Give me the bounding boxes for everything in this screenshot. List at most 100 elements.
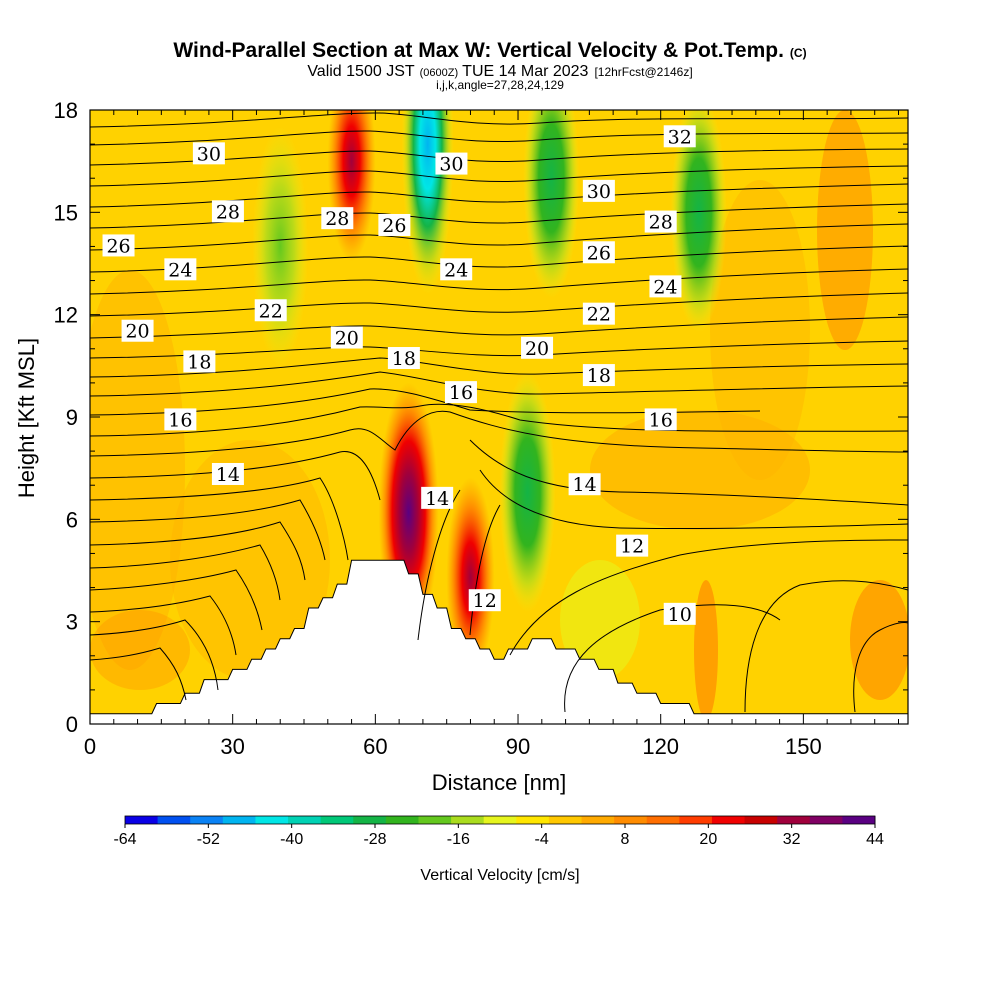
- colorbar-swatch: [385, 816, 419, 824]
- x-tick-label: 120: [642, 734, 679, 759]
- updraft-core: [446, 477, 495, 678]
- colorbar-tick-label: -40: [280, 831, 303, 848]
- isentrope-line: [90, 112, 908, 128]
- isentrope-label-box: [663, 602, 696, 625]
- isentrope-label: 20: [521, 336, 554, 360]
- isentrope-label-text: 18: [392, 348, 416, 370]
- axes: 0 30 60 90 120 150 0 3 6 9 12 15 18: [54, 98, 908, 759]
- isentrope-label-box: [321, 207, 354, 230]
- x-tick-label: 60: [363, 734, 387, 759]
- isentrope-label: 26: [102, 234, 135, 257]
- isentrope-label-text: 12: [620, 536, 644, 558]
- isentrope-line: [479, 469, 908, 530]
- isentrope-label-text: 24: [653, 276, 677, 298]
- isentrope-label-box: [649, 275, 682, 298]
- isentrope-label-box: [582, 241, 615, 264]
- colorbar-swatch: [777, 816, 811, 824]
- y-tick-label: 15: [54, 200, 78, 225]
- isentrope-label-box: [254, 299, 287, 322]
- isentrope-line: [90, 595, 237, 656]
- isentrope-label-text: 20: [525, 338, 549, 360]
- isentrope-label-text: 28: [216, 201, 240, 223]
- colorbar: -64 -52 -40 -28 -16 -4 8 20 32 44: [113, 815, 884, 848]
- isentrope-label-box: [387, 347, 420, 370]
- isentrope-label: 24: [164, 258, 197, 281]
- isentrope-label: 22: [582, 302, 615, 326]
- isentrope-line: [90, 619, 219, 691]
- isentrope-label-box: [164, 258, 197, 281]
- isentrope-label-box: [521, 336, 554, 359]
- isentrope-label-box: [421, 486, 454, 509]
- terrain-mask: [90, 559, 908, 724]
- w-band: [90, 610, 190, 690]
- isentrope-label-box: [330, 326, 363, 349]
- isentrope-label: 22: [254, 299, 287, 322]
- isentrope-label: 14: [568, 473, 601, 496]
- isentrope-label-text: 18: [187, 351, 211, 373]
- isentrope-label: 28: [211, 200, 244, 223]
- chart-title: Wind-Parallel Section at Max W: Vertical…: [173, 39, 806, 62]
- isentrope-line: [469, 439, 908, 506]
- isentrope-label: 18: [387, 347, 420, 370]
- isentrope-label-box: [644, 210, 677, 233]
- isentrope-label-text: 22: [587, 304, 611, 326]
- isentrope-label-box: [468, 589, 501, 612]
- velocity-field: [90, 110, 908, 720]
- isentrope-line: [90, 268, 908, 295]
- colorbar-swatch: [581, 816, 615, 824]
- isentrope-label-box: [616, 534, 649, 557]
- isentrope-line: [90, 357, 908, 378]
- isentrope-label-text: 26: [587, 242, 611, 264]
- isentrope-label: 12: [468, 589, 501, 612]
- isentrope-label-box: [582, 364, 615, 387]
- isentrope-line: [90, 451, 381, 501]
- colorbar-tick-label: -4: [535, 831, 549, 848]
- w-band: [710, 180, 810, 480]
- isentrope-line: [417, 489, 461, 641]
- x-axis-label: Distance [nm]: [432, 770, 567, 795]
- colorbar-swatch: [451, 816, 485, 824]
- isentrope-line: [90, 130, 908, 146]
- isentrope-label-text: 22: [259, 300, 283, 322]
- colorbar-tick-label: -16: [447, 831, 470, 848]
- isentrope-line: [90, 183, 908, 208]
- isentrope-label: 30: [192, 142, 225, 165]
- isentrope-label-text: 20: [125, 321, 149, 343]
- isentrope-line: [90, 165, 908, 187]
- colorbar-frame: [124, 815, 876, 825]
- x-tick-label: 150: [785, 734, 822, 759]
- isentrope-label: 26: [378, 213, 411, 237]
- colorbar-tick-label: 32: [783, 831, 801, 848]
- isentrope-line: [564, 604, 781, 713]
- colorbar-tick-label: 44: [866, 831, 884, 848]
- colorbar-swatch: [516, 816, 550, 824]
- isentrope-line: [90, 499, 326, 561]
- isentrope-label-text: 26: [106, 235, 130, 257]
- isentrope-label-box: [444, 381, 477, 404]
- isentrope-label: 30: [582, 179, 615, 203]
- isentrope-line: [744, 580, 908, 713]
- y-tick-label: 0: [66, 712, 78, 737]
- isentrope-label: 32: [663, 125, 696, 148]
- chart-subtitle: Valid 1500 JST (0600Z) TUE 14 Mar 2023 [12h…: [307, 63, 692, 80]
- isentrope-label: 16: [644, 408, 677, 431]
- isentrope-line: [90, 569, 263, 631]
- isentrope-label-text: 14: [573, 474, 597, 496]
- isentrope-line: [90, 403, 908, 437]
- isentrope-label: 14: [421, 486, 454, 510]
- isentrope-label: 26: [582, 241, 615, 264]
- isentrope-label-box: [211, 200, 244, 223]
- colorbar-swatch: [222, 816, 256, 824]
- isentrope-label-text: 10: [668, 604, 692, 626]
- isentrope-line: [853, 622, 908, 713]
- isentrope-label-text: 18: [587, 365, 611, 387]
- isentrope-line: [90, 410, 908, 457]
- y-axis-label: Height [Kft MSL]: [14, 338, 39, 498]
- isentrope-line: [90, 340, 908, 359]
- isentrope-label: 14: [211, 462, 244, 486]
- isentrope-label-text: 16: [649, 409, 673, 431]
- x-tick-label: 90: [506, 734, 530, 759]
- colorbar-swatch: [353, 816, 387, 824]
- isentrope-line: [90, 521, 306, 581]
- colorbar-swatch: [614, 816, 648, 824]
